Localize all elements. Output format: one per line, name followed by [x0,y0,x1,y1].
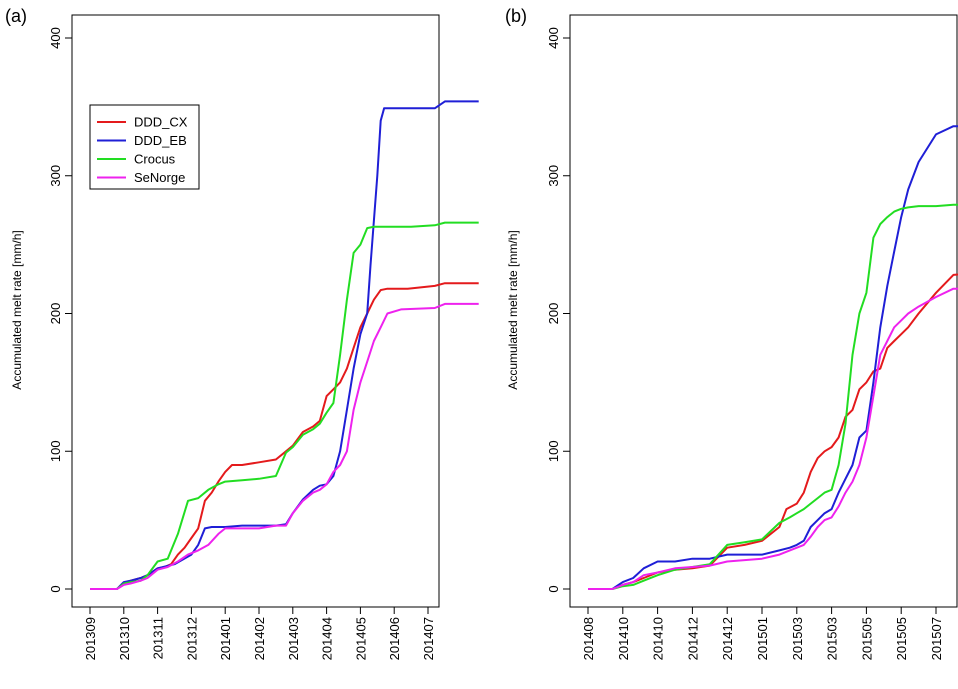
y-tick-label-a-2: 200 [48,303,63,325]
x-tick-label-b-5: 201501 [755,617,770,660]
series-line-a-senorge [90,302,479,590]
x-tick-label-b-1: 201410 [616,617,631,660]
y-axis-b: 0 100 200 300 400 [546,27,570,593]
panel-b: (b) Accumulated melt rate [mm/h] 0 100 200… [505,6,958,660]
series-line-a-ddd-eb [90,100,479,590]
y-tick-label-b-3: 300 [546,165,561,187]
x-tick-label-b-8: 201505 [859,617,874,660]
y-axis-a: 0 100 200 300 400 [48,27,72,593]
legend-label-3: SeNorge [134,170,185,185]
y-tick-label-b-0: 0 [546,585,561,592]
legend-label-2: Crocus [134,152,176,167]
x-tick-label-b-6: 201503 [790,617,805,660]
y-tick-label-b-2: 200 [546,303,561,325]
y-tick-label-a-4: 400 [48,27,63,49]
x-tick-label-b-10: 201507 [929,617,944,660]
x-tick-label-b-3: 201412 [685,617,700,660]
x-tick-label-b-9: 201505 [894,617,909,660]
y-tick-label-a-0: 0 [48,585,63,592]
plot-frame-a [71,14,440,608]
y-tick-label-a-1: 100 [48,440,63,462]
series-lines-b [588,125,958,590]
x-tick-label-a-1: 201310 [117,617,132,660]
x-tick-label-a-6: 201403 [286,617,301,660]
legend-items: DDD_CX DDD_EB Crocus SeNorge [97,115,188,185]
y-tick-label-a-3: 300 [48,165,63,187]
y-tick-label-b-1: 100 [546,440,561,462]
y-axis-label-a: Accumulated melt rate [mm/h] [10,230,24,389]
y-axis-label-b: Accumulated melt rate [mm/h] [506,230,520,389]
series-line-a-crocus [90,221,479,590]
series-lines-a [90,100,479,590]
legend-box [89,104,200,190]
x-tick-label-a-7: 201404 [320,617,335,660]
x-tick-label-a-10: 201407 [421,617,436,660]
legend-label-0: DDD_CX [134,115,188,130]
x-tick-label-a-4: 201401 [218,617,233,660]
x-tick-label-a-5: 201402 [252,617,267,660]
x-tick-label-a-8: 201405 [353,617,368,660]
legend: DDD_CX DDD_EB Crocus SeNorge [89,104,200,190]
y-tick-label-b-4: 400 [546,27,561,49]
panel-label-b: (b) [505,6,527,26]
panel-label-a: (a) [5,6,27,26]
plot-frame-b [569,14,958,608]
panel-a: (a) Accumulated melt rate [mm/h] 0 100 200… [5,6,479,660]
x-tick-label-a-9: 201406 [387,617,402,660]
x-tick-label-b-0: 201408 [581,617,596,660]
series-line-b-crocus [588,203,958,590]
x-tick-label-b-7: 201503 [825,617,840,660]
x-tick-label-a-0: 201309 [83,617,98,660]
series-line-b-senorge [588,287,958,590]
x-tick-label-a-2: 201311 [151,617,166,659]
x-tick-label-a-3: 201312 [184,617,199,660]
series-line-b-ddd-eb [588,125,958,590]
x-tick-label-b-2: 201410 [651,617,666,660]
x-tick-label-b-4: 201412 [720,617,735,660]
legend-label-1: DDD_EB [134,133,187,148]
x-axis-b: 201408 201410 201410 201412 201412 201501 2015… [581,607,944,660]
x-axis-a: 201309 201310 201311 201312 201401 201402 2014… [83,607,436,660]
series-line-a-ddd-cx [90,282,479,590]
